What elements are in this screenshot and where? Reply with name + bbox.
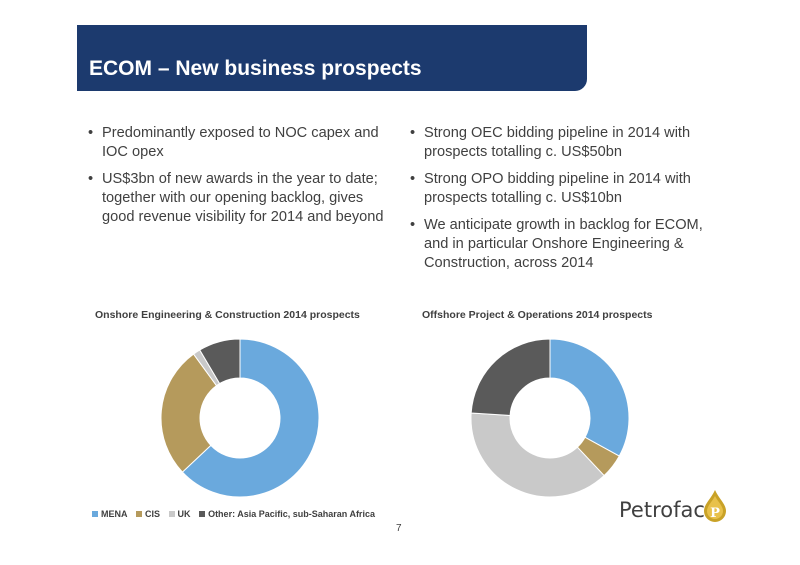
donut-slice-cis xyxy=(160,353,218,473)
donut-slice-uk xyxy=(470,412,605,498)
bullet-dot: • xyxy=(88,171,94,187)
page-number: 7 xyxy=(396,523,402,534)
offshore-donut-chart xyxy=(470,338,630,498)
bullet-dot: • xyxy=(410,125,416,141)
bullet-dot: • xyxy=(410,217,416,233)
legend-label: CIS xyxy=(145,509,161,519)
bullet-dot: • xyxy=(410,171,416,187)
bullet-text: US$3bn of new awards in the year to date… xyxy=(102,171,384,225)
legend-item-cis: CIS xyxy=(136,509,160,519)
donut-slice-mena xyxy=(549,338,630,457)
bullet-item: • We anticipate growth in backlog for ECO… xyxy=(410,216,715,273)
legend-item-mena: MENA xyxy=(92,509,128,519)
bullet-list-right: • Strong OEC bidding pipeline in 2014 wit… xyxy=(410,124,715,281)
title-bar: ECOM – New business prospects xyxy=(77,25,587,91)
legend-label: MENA xyxy=(101,509,128,519)
donut-slice-mena xyxy=(181,338,320,498)
page-title: ECOM – New business prospects xyxy=(89,57,422,80)
donut-slice-other xyxy=(199,338,241,385)
bullet-text: Predominantly exposed to NOC capex and I… xyxy=(102,125,379,160)
legend-swatch xyxy=(136,511,143,517)
petrofac-logo-text: Petrofac xyxy=(619,498,705,522)
chart-legend: MENA CIS UK Other: Asia Pacific, sub-Sah… xyxy=(92,509,381,519)
legend-swatch xyxy=(199,511,206,517)
bullet-text: Strong OEC bidding pipeline in 2014 with… xyxy=(424,125,691,160)
bullet-item: • Strong OPO bidding pipeline in 2014 wit… xyxy=(410,170,715,208)
bullet-text: Strong OPO bidding pipeline in 2014 with… xyxy=(424,171,691,206)
bullet-item: • US$3bn of new awards in the year to dat… xyxy=(88,170,388,227)
petrofac-drop-logo-icon: P xyxy=(704,490,726,522)
bullet-item: • Predominantly exposed to NOC capex and … xyxy=(88,124,388,162)
chart-title-offshore: Offshore Project & Operations 2014 prosp… xyxy=(422,309,653,321)
bullet-dot: • xyxy=(88,125,94,141)
bullet-text: We anticipate growth in backlog for ECOM… xyxy=(424,217,703,271)
donut-slice-other xyxy=(470,338,551,417)
legend-swatch xyxy=(92,511,98,517)
legend-label: Other: Asia Pacific, sub-Saharan Africa xyxy=(208,509,375,519)
legend-swatch xyxy=(168,511,175,517)
bullet-list-left: • Predominantly exposed to NOC capex and … xyxy=(88,124,388,235)
legend-label: UK xyxy=(177,509,191,519)
bullet-item: • Strong OEC bidding pipeline in 2014 wit… xyxy=(410,124,715,162)
legend-item-other: Other: Asia Pacific, sub-Saharan Africa xyxy=(199,509,375,519)
legend-item-uk: UK xyxy=(168,509,191,519)
svg-text:P: P xyxy=(710,506,720,521)
onshore-donut-chart xyxy=(160,338,320,498)
chart-title-onshore: Onshore Engineering & Construction 2014 … xyxy=(95,309,360,321)
